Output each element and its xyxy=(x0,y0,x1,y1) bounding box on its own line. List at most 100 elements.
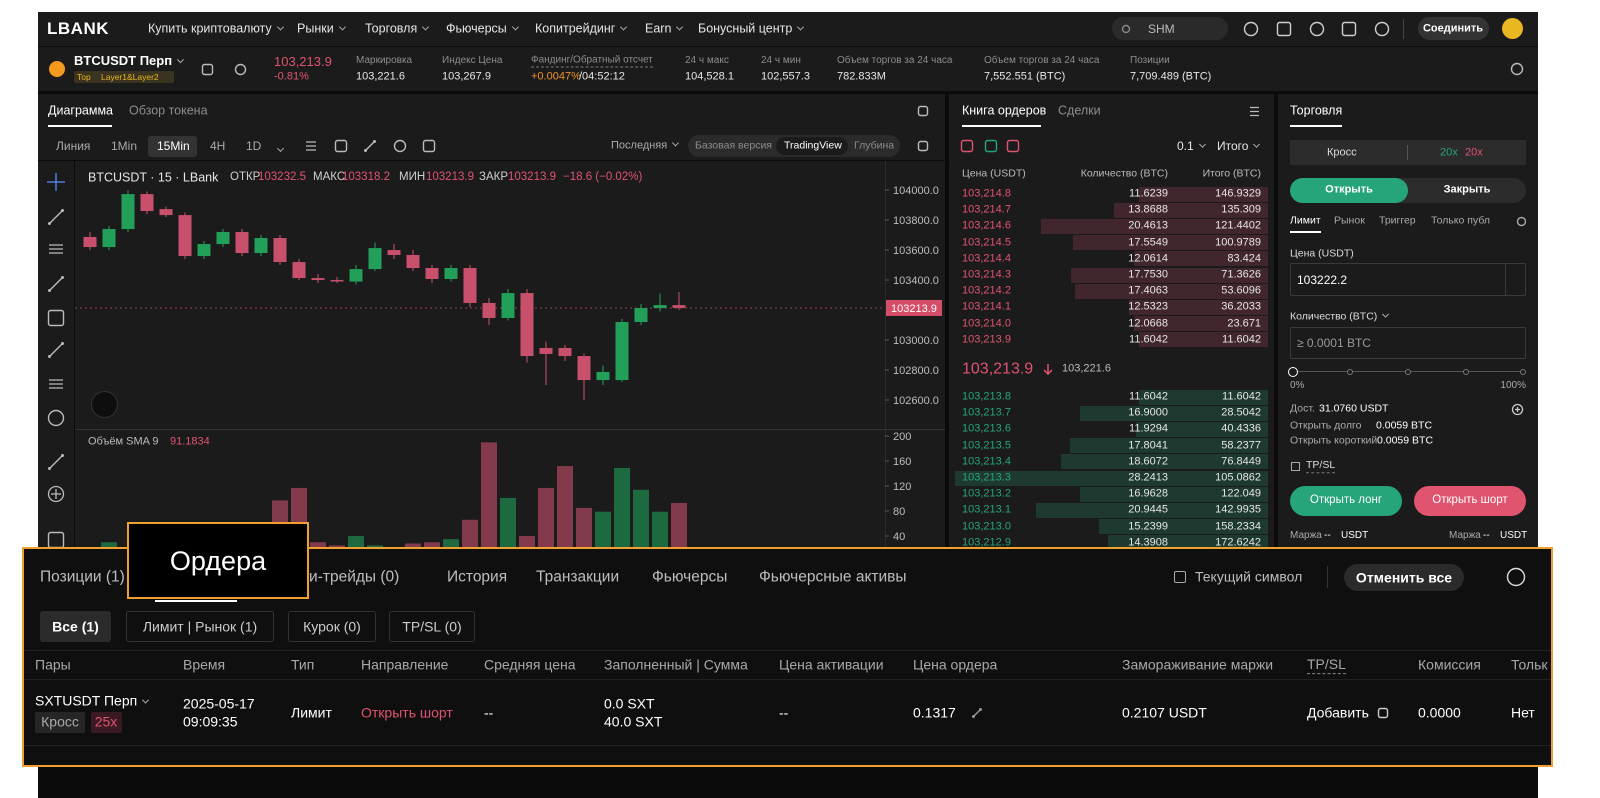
filter-button[interactable] xyxy=(126,611,274,642)
book-step[interactable]: 0.1 xyxy=(1177,139,1205,153)
edit-icon[interactable] xyxy=(971,707,983,719)
long-text[interactable]: Открыть лонг xyxy=(1309,494,1383,507)
nav-item[interactable]: Earn xyxy=(645,22,682,37)
connect-text[interactable]: Соединить xyxy=(1422,22,1484,35)
nav-icon[interactable] xyxy=(1276,21,1292,37)
drawing-tool[interactable] xyxy=(47,341,65,359)
leverage-long[interactable]: 20x xyxy=(1440,146,1458,159)
nav-icon[interactable] xyxy=(1341,21,1357,37)
chart-tool[interactable] xyxy=(334,139,348,153)
filter-button[interactable] xyxy=(389,611,475,642)
filter-text[interactable]: Курок (0) xyxy=(303,618,361,635)
chart-tool[interactable] xyxy=(422,139,436,153)
nav-item[interactable]: Бонусный центр xyxy=(698,22,803,37)
drawing-tool[interactable] xyxy=(47,375,65,393)
view-option[interactable]: Базовая версия xyxy=(695,139,772,152)
tpsl-checkbox[interactable] xyxy=(1291,462,1300,471)
open-tab[interactable] xyxy=(1290,178,1408,203)
pair[interactable]: SXTUSDT Перп xyxy=(35,693,148,710)
filter-button[interactable] xyxy=(40,611,111,642)
interval[interactable]: 1Min xyxy=(111,138,138,153)
chart-tab[interactable]: Диаграмма xyxy=(48,103,114,118)
cancel-all-button[interactable] xyxy=(1344,564,1464,591)
filter-text[interactable]: TP/SL (0) xyxy=(402,618,462,635)
book-view[interactable] xyxy=(960,139,974,153)
price-value[interactable]: 103222.2 xyxy=(1297,272,1348,287)
chart-tool[interactable] xyxy=(304,139,318,153)
order-type[interactable]: Триггер xyxy=(1379,214,1416,227)
side-tab[interactable]: Закрыть xyxy=(1443,183,1491,196)
order-type[interactable]: Рынок xyxy=(1334,214,1365,227)
orders-tab[interactable]: Транзакции xyxy=(536,568,620,586)
drawing-tool[interactable] xyxy=(47,409,65,427)
book-tab[interactable]: Сделки xyxy=(1058,103,1101,118)
slider-dot[interactable] xyxy=(1288,367,1298,377)
price-type[interactable]: Последняя xyxy=(611,139,678,152)
orders-tab[interactable]: История xyxy=(447,568,508,586)
drawing-tool[interactable] xyxy=(47,173,65,191)
chart-tab[interactable]: Обзор токена xyxy=(129,103,208,118)
drawing-tool[interactable] xyxy=(47,208,65,226)
nav-item[interactable]: Купить криптовалюту xyxy=(148,22,283,37)
nav-icon[interactable] xyxy=(1309,21,1325,37)
history-icon[interactable] xyxy=(1506,567,1526,587)
book-icon[interactable] xyxy=(201,63,214,76)
search-icon[interactable] xyxy=(1121,24,1131,34)
orders-tab[interactable]: Копи-трейды (0) xyxy=(283,568,400,586)
settings-icon[interactable] xyxy=(1510,62,1524,76)
help-icon[interactable] xyxy=(1516,216,1527,227)
star-icon[interactable] xyxy=(234,63,247,76)
chart-tool[interactable] xyxy=(363,139,377,153)
nav-item[interactable]: Фьючерсы xyxy=(446,22,518,37)
drawing-tool[interactable] xyxy=(47,240,65,258)
margin-mode[interactable]: Кросс xyxy=(1327,146,1357,159)
fullscreen-icon[interactable] xyxy=(917,105,929,117)
view-option[interactable]: Глубина xyxy=(854,139,895,152)
order-type[interactable]: Только публ xyxy=(1431,214,1490,227)
orders-tab[interactable]: Фьючерсные активы xyxy=(759,568,907,586)
stat-label: Объем торгов за 24 часа xyxy=(984,55,1100,66)
interval[interactable]: 1D xyxy=(246,138,262,153)
short-text[interactable]: Открыть шорт xyxy=(1432,494,1508,507)
nav-item[interactable]: Торговля xyxy=(365,22,428,37)
qty-placeholder[interactable]: ≥ 0.0001 BTC xyxy=(1297,335,1371,350)
nav-icon[interactable] xyxy=(1374,21,1390,37)
interval[interactable]: 15Min xyxy=(157,138,190,153)
tpsl-add[interactable]: Добавить xyxy=(1307,704,1369,721)
interval[interactable]: Линия xyxy=(56,138,91,153)
filter-text[interactable]: Все (1) xyxy=(52,618,99,635)
price-input[interactable] xyxy=(1290,263,1526,296)
nav-icon[interactable] xyxy=(1243,21,1259,37)
nav-item[interactable]: Рынки xyxy=(297,22,345,37)
cancel-all-text[interactable]: Отменить все xyxy=(1355,569,1453,586)
add-tpsl[interactable] xyxy=(1377,707,1389,719)
drawing-tool[interactable] xyxy=(47,275,65,293)
symbol-checkbox[interactable] xyxy=(1174,571,1186,583)
filter-text[interactable]: Лимит | Рынок (1) xyxy=(142,618,258,635)
book-view[interactable] xyxy=(984,139,998,153)
margin-button[interactable] xyxy=(1290,140,1526,165)
connect-button[interactable] xyxy=(1418,17,1489,40)
orders-tab[interactable]: Фьючерсы xyxy=(652,568,728,586)
chart-tool[interactable] xyxy=(393,139,407,153)
drawing-tool[interactable] xyxy=(47,309,65,327)
drawing-tool[interactable] xyxy=(47,485,65,503)
interval[interactable]: 4H xyxy=(210,138,226,153)
expand-icon[interactable] xyxy=(917,140,929,152)
filter-button[interactable] xyxy=(288,611,376,642)
view-option[interactable]: TradingView xyxy=(784,139,842,152)
leverage-short[interactable]: 20x xyxy=(1465,146,1483,159)
side-tab[interactable]: Открыть xyxy=(1325,183,1373,196)
short-button[interactable] xyxy=(1414,486,1526,516)
orders-tab[interactable]: Позиции (1) xyxy=(40,568,125,586)
add-funds[interactable] xyxy=(1511,403,1524,416)
drawing-tool[interactable] xyxy=(47,453,65,471)
book-mode[interactable]: Итого xyxy=(1217,139,1259,153)
long-button[interactable] xyxy=(1290,486,1402,516)
qty-input[interactable] xyxy=(1290,327,1526,359)
nav-item[interactable]: Копитрейдинг xyxy=(535,22,626,37)
book-tab[interactable]: Книга ордеров xyxy=(962,103,1047,118)
book-settings[interactable] xyxy=(1248,105,1261,118)
book-view[interactable] xyxy=(1006,139,1020,153)
order-type[interactable]: Лимит xyxy=(1290,214,1321,227)
